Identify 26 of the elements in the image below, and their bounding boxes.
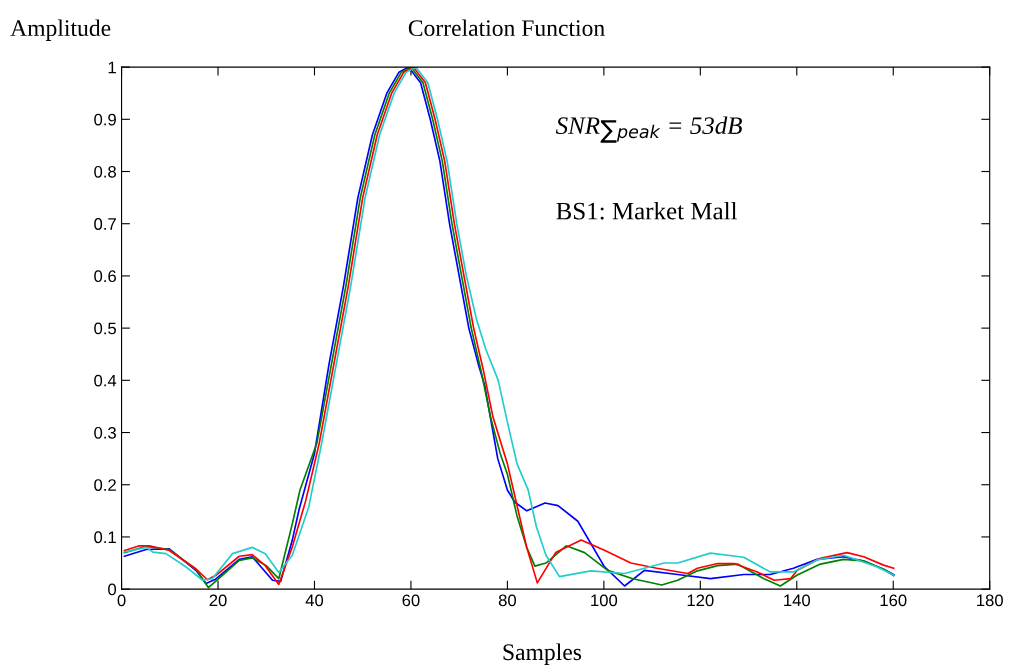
- y-tick-label: 0.4: [94, 374, 117, 387]
- chart-title: Correlation Function: [408, 19, 605, 37]
- annotation: BS1: Market Mall: [556, 201, 738, 220]
- x-tick-label: 120: [687, 594, 714, 607]
- y-tick-label: 0.6: [94, 270, 116, 283]
- y-tick-label: 0.3: [94, 426, 116, 439]
- y-tick-label: 0.1: [94, 531, 116, 544]
- x-tick-label: 0: [117, 594, 126, 607]
- y-tick-label: 0.7: [94, 218, 116, 230]
- x-tick-label: 180: [977, 594, 1003, 607]
- x-tick-label: 60: [402, 594, 420, 607]
- x-tick-label: 140: [784, 594, 811, 607]
- x-tick-label: 40: [305, 594, 324, 607]
- x-axis-title: Samples: [503, 643, 582, 665]
- y-tick-label: 0: [108, 583, 117, 596]
- x-tick-label: 80: [498, 594, 517, 607]
- y-tick-label: 0.8: [94, 165, 116, 178]
- y-tick-label: 0.5: [94, 322, 116, 335]
- y-tick-label: 1: [108, 61, 116, 74]
- x-tick-label: 100: [591, 594, 618, 607]
- x-tick-label: 160: [880, 594, 907, 607]
- y-tick-label: 0.9: [94, 113, 116, 126]
- annotation: SNR$_{∑peak}$ = 53dB: [555, 116, 742, 143]
- y-axis-title: Amplitude: [10, 19, 111, 41]
- x-tick-label: 20: [209, 594, 227, 607]
- y-tick-label: 0.2: [94, 479, 116, 491]
